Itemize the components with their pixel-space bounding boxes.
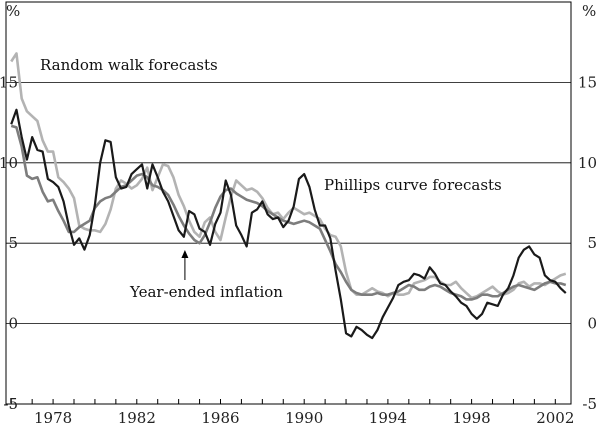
y-tick-label-left: -5 <box>3 395 18 413</box>
annotation-phillips-curve: Phillips curve forecasts <box>324 176 502 194</box>
annotation-random-walk: Random walk forecasts <box>40 56 218 74</box>
x-tick-label: 1978 <box>34 409 72 427</box>
y-tick-label-right: 0 <box>587 315 597 333</box>
x-tick-label: 1990 <box>285 409 323 427</box>
series-group <box>10 52 567 340</box>
x-tick-label: 2002 <box>536 409 574 427</box>
annotation-arrow-head <box>181 250 189 259</box>
y-axis-right: -5 0 5 10 15 <box>578 73 597 413</box>
x-tick-label: 1986 <box>201 409 239 427</box>
x-tick-label: 1998 <box>453 409 491 427</box>
y-tick-label-right: 10 <box>578 154 597 172</box>
x-tick-label: 1982 <box>118 409 156 427</box>
y-tick-label-left: 15 <box>0 73 18 91</box>
y-unit-right: % <box>582 2 596 20</box>
y-tick-label-left: 5 <box>8 234 18 252</box>
y-tick-label-right: -5 <box>582 395 597 413</box>
y-unit-left: % <box>6 2 20 20</box>
y-tick-label-right: 15 <box>578 73 597 91</box>
series-line-random-walk-forecasts <box>10 52 567 300</box>
series-line-year-ended-inflation <box>10 108 567 340</box>
y-tick-label-left: 10 <box>0 154 18 172</box>
annotation-year-ended-inflation: Year-ended inflation <box>129 283 283 301</box>
y-axis-left: -5 0 5 10 15 <box>0 73 18 413</box>
y-tick-label-left: 0 <box>8 315 18 333</box>
annotations: Random walk forecasts Phillips curve fore… <box>40 56 502 301</box>
y-tick-label-right: 5 <box>587 234 597 252</box>
x-tick-label: 1994 <box>369 409 407 427</box>
x-axis: 1978 1982 1986 1990 1994 1998 2002 <box>10 399 574 427</box>
